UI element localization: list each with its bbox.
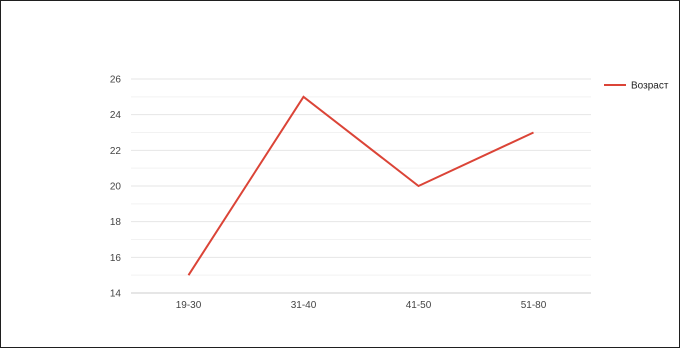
y-tick-label: 18 [110, 217, 122, 228]
data-point[interactable] [187, 273, 191, 277]
y-tick-label: 14 [110, 289, 122, 300]
legend-label: Возраст [631, 81, 669, 92]
x-tick-label: 31-40 [291, 300, 317, 311]
legend[interactable]: Возраст [604, 81, 669, 92]
y-axis-ticks: 14 16 18 20 22 24 26 [110, 75, 122, 300]
y-tick-label: 24 [110, 110, 122, 121]
series-line[interactable] [187, 95, 534, 276]
series-lines [187, 95, 536, 277]
x-tick-label: 41-50 [406, 300, 432, 311]
gridlines [131, 78, 591, 294]
y-tick-label: 16 [110, 253, 122, 264]
y-tick-label: 20 [110, 182, 122, 193]
y-tick-label: 26 [110, 75, 122, 86]
x-axis-ticks: 19-30 31-40 41-50 51-80 [176, 300, 547, 311]
legend-item[interactable]: Возраст [604, 81, 669, 92]
data-point[interactable] [532, 131, 536, 135]
data-point[interactable] [302, 95, 306, 99]
y-tick-label: 22 [110, 146, 122, 157]
x-tick-label: 19-30 [176, 300, 202, 311]
data-point[interactable] [417, 184, 421, 188]
x-tick-label: 51-80 [521, 300, 547, 311]
